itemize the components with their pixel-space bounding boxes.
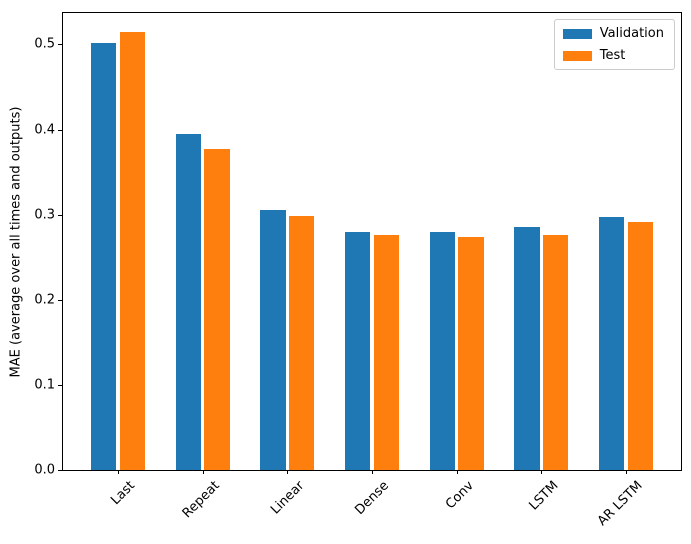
y-tick-label-0.3: 0.3: [34, 207, 55, 223]
bar-test-lstm: [543, 235, 569, 470]
legend: Validation Test: [553, 19, 675, 70]
legend-swatch-validation: [562, 28, 592, 39]
y-tick-mark-0.0: [58, 470, 62, 471]
legend-entry-validation: Validation: [562, 26, 664, 41]
y-tick-label-0.1: 0.1: [34, 377, 55, 393]
y-tick-mark-0.2: [58, 299, 62, 301]
plot-area: Validation Test: [62, 12, 682, 471]
legend-label-test: Test: [599, 48, 626, 63]
x-tick-label-last: Last: [108, 478, 138, 509]
bar-validation-linear: [260, 209, 286, 470]
x-tick-label-dense: Dense: [352, 478, 392, 518]
y-tick-mark-0.4: [58, 129, 62, 131]
bar-test-linear: [289, 216, 315, 470]
x-tick-label-linear: Linear: [268, 478, 308, 518]
y-tick-label-0.0: 0.0: [34, 462, 55, 478]
x-tick-label-conv: Conv: [442, 478, 477, 513]
x-tick-label-lstm: LSTM: [526, 478, 562, 514]
y-tick-label-0.4: 0.4: [34, 122, 55, 138]
x-tick-mark-repeat: [202, 470, 204, 474]
bar-test-conv: [458, 236, 484, 470]
y-tick-label-0.2: 0.2: [34, 292, 55, 308]
x-tick-mark-dense: [372, 470, 373, 474]
bar-test-repeat: [204, 149, 230, 470]
legend-swatch-test: [562, 50, 592, 61]
x-tick-mark-lstm: [541, 470, 543, 474]
legend-entry-test: Test: [562, 48, 664, 63]
bar-validation-dense: [344, 231, 371, 470]
bar-test-dense: [373, 235, 400, 470]
x-tick-label-ar-lstm: AR LSTM: [595, 478, 646, 530]
y-tick-mark-0.5: [58, 44, 62, 46]
bar-validation-ar-lstm: [598, 217, 625, 470]
x-tick-mark-ar-lstm: [625, 470, 627, 474]
y-tick-label-0.5: 0.5: [34, 36, 55, 52]
bar-test-ar-lstm: [627, 222, 654, 470]
y-tick-mark-0.3: [58, 214, 62, 216]
x-tick-mark-linear: [287, 470, 289, 474]
bar-validation-last: [90, 42, 117, 470]
bar-validation-repeat: [175, 133, 201, 470]
bar-validation-conv: [429, 231, 455, 470]
x-tick-mark-conv: [456, 470, 458, 474]
bar-test-last: [119, 31, 146, 470]
y-axis-label: MAE (average over all times and outputs): [8, 106, 24, 378]
x-tick-mark-last: [118, 470, 120, 474]
bar-validation-lstm: [514, 226, 540, 470]
y-tick-mark-0.1: [58, 384, 62, 386]
x-tick-label-repeat: Repeat: [179, 478, 223, 522]
legend-label-validation: Validation: [599, 26, 664, 41]
